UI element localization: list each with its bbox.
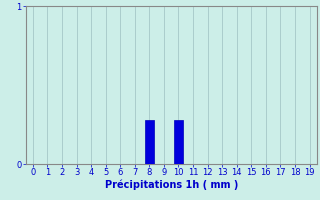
- Bar: [145, 120, 154, 164]
- X-axis label: Précipitations 1h ( mm ): Précipitations 1h ( mm ): [105, 180, 238, 190]
- Bar: [174, 120, 183, 164]
